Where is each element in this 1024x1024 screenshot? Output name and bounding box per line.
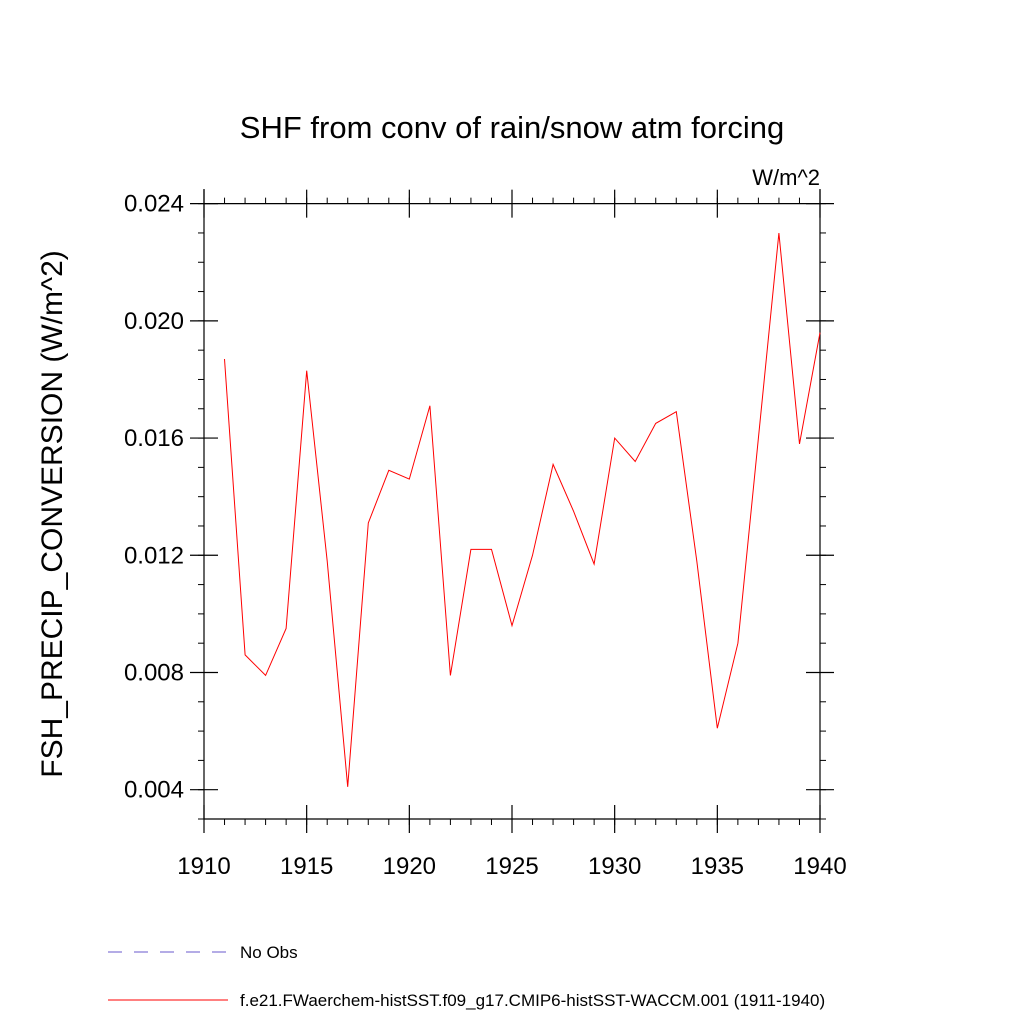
y-tick-label: 0.024 <box>124 191 184 218</box>
y-axis-label: FSH_PRECIP_CONVERSION (W/m^2) <box>36 250 69 777</box>
x-tick-label: 1935 <box>691 853 744 880</box>
units-label: W/m^2 <box>752 165 820 190</box>
axes: 0.004 0.008 0.012 0.016 0.020 0.024 1910 1915 19… <box>124 189 847 880</box>
x-tick-label: 1915 <box>280 853 333 880</box>
y-tick-label: 0.012 <box>124 542 184 569</box>
x-tick-label: 1920 <box>383 853 436 880</box>
x-tick-label: 1940 <box>793 853 846 880</box>
y-tick-label: 0.004 <box>124 777 184 804</box>
series-line <box>224 232 821 787</box>
y-tick-label: 0.016 <box>124 425 184 452</box>
y-tick-label: 0.020 <box>124 308 184 335</box>
legend: No Obs f.e21.FWaerchem-histSST.f09_g17.CM… <box>108 943 825 1010</box>
x-tick-label: 1930 <box>588 853 641 880</box>
legend-label: No Obs <box>240 943 298 962</box>
data-marks <box>224 232 821 787</box>
legend-label: f.e21.FWaerchem-histSST.f09_g17.CMIP6-hi… <box>240 991 825 1010</box>
chart-title: SHF from conv of rain/snow atm forcing <box>240 110 784 145</box>
y-tick-label: 0.008 <box>124 659 184 686</box>
x-tick-label: 1910 <box>177 853 230 880</box>
x-tick-label: 1925 <box>485 853 538 880</box>
